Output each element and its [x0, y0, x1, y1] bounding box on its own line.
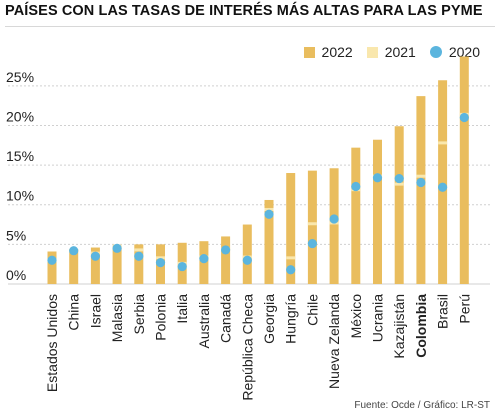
y-tick-label: 15%	[6, 148, 34, 164]
bar-2022	[438, 80, 448, 284]
legend-item-2022: 2022	[303, 44, 353, 60]
bar-2022	[373, 139, 382, 284]
point-2020	[394, 173, 404, 184]
marker-2021	[438, 141, 448, 145]
bar-2022	[221, 236, 231, 284]
point-2020	[90, 251, 100, 261]
point-2020	[438, 182, 448, 192]
x-tick-label: China	[66, 294, 82, 331]
x-tick-label: Australia	[196, 294, 212, 349]
bar-2022	[112, 245, 122, 284]
x-tick-label: Estados Unidos	[44, 294, 60, 392]
legend-item-2020: 2020	[429, 44, 480, 60]
y-tick-label: 5%	[6, 227, 26, 243]
point-2020	[112, 243, 122, 253]
point-2020	[307, 238, 317, 249]
x-tick-label: Israel	[87, 294, 103, 328]
bar-2022	[90, 247, 100, 284]
point-2020	[459, 112, 469, 123]
bar-2022	[47, 251, 57, 284]
bar-2022	[459, 56, 469, 284]
bar-2022	[394, 126, 404, 284]
x-tick-label: México	[348, 294, 364, 339]
bar-2022	[307, 170, 317, 284]
y-tick-label: 0%	[6, 267, 26, 283]
point-2020	[372, 173, 383, 183]
point-2020	[242, 255, 252, 265]
bar-2022	[416, 96, 426, 285]
y-tick-label: 20%	[6, 108, 34, 124]
x-tick-label: Brasil	[435, 294, 451, 329]
point-2020	[155, 257, 166, 268]
y-tick-label: 25%	[6, 69, 34, 85]
point-2020	[47, 255, 57, 265]
bar-2022	[264, 199, 274, 284]
point-2020	[351, 181, 361, 192]
x-tick-label: Polonia	[153, 294, 169, 341]
legend-swatch-2020	[429, 46, 442, 58]
x-tick-label: Ucrania	[370, 294, 386, 342]
x-tick-label: Hungría	[283, 294, 299, 344]
legend-item-2021: 2021	[366, 44, 416, 60]
axis-labels: 0% 5% 10% 15% 20% 25% Estados Unidos China Israe…	[6, 69, 472, 401]
marker-2021	[286, 256, 296, 260]
legend-swatch-2022	[303, 46, 315, 58]
point-2020	[329, 214, 339, 224]
bar-2022	[351, 147, 361, 284]
y-tick-label: 10%	[6, 188, 34, 204]
bars	[47, 56, 469, 285]
point-2020	[134, 251, 144, 261]
x-tick-label: Perú	[456, 294, 472, 324]
source-note: Fuente: Ocde / Gráfico: LR-ST	[354, 400, 490, 411]
bar-2022	[69, 249, 79, 284]
x-tick-label: Serbia	[131, 294, 147, 335]
x-tick-label: Canadá	[218, 294, 234, 343]
marker-2021	[156, 256, 165, 260]
point-2020	[221, 245, 231, 255]
legend-label-2021: 2021	[384, 44, 416, 60]
point-2020	[286, 265, 296, 275]
marker-2021	[416, 174, 426, 178]
point-2020	[264, 209, 274, 219]
legend: 2022 2021 2020	[303, 44, 480, 60]
chart-title: PAÍSES CON LAS TASAS DE INTERÉS MÁS ALTA…	[5, 3, 483, 19]
x-tick-label: Georgia	[261, 294, 277, 344]
x-tick-label: Kazajistán	[391, 294, 407, 359]
x-tick-label: Colombia	[413, 294, 429, 358]
marker-2021	[307, 222, 317, 226]
x-tick-label: Malasia	[109, 294, 125, 342]
bar-2022	[134, 244, 144, 284]
legend-label-2022: 2022	[321, 44, 353, 60]
title-divider	[5, 26, 495, 27]
point-2020	[416, 177, 426, 188]
x-tick-label: Nueva Zelanda	[326, 294, 342, 389]
marker-2021	[134, 248, 144, 252]
x-tick-label: Chile	[304, 294, 320, 326]
bar-2022	[329, 168, 339, 284]
marker-2021	[394, 182, 404, 186]
x-tick-label: Italia	[174, 294, 190, 324]
x-tick-label: República Checa	[239, 294, 255, 401]
legend-swatch-2021	[366, 46, 378, 58]
bar-2022	[242, 224, 252, 284]
marker-2021	[264, 207, 274, 211]
point-2020	[69, 246, 79, 256]
point-2020	[199, 254, 209, 264]
legend-label-2020: 2020	[448, 44, 480, 60]
bar-2022	[286, 173, 296, 284]
point-2020	[177, 261, 187, 272]
